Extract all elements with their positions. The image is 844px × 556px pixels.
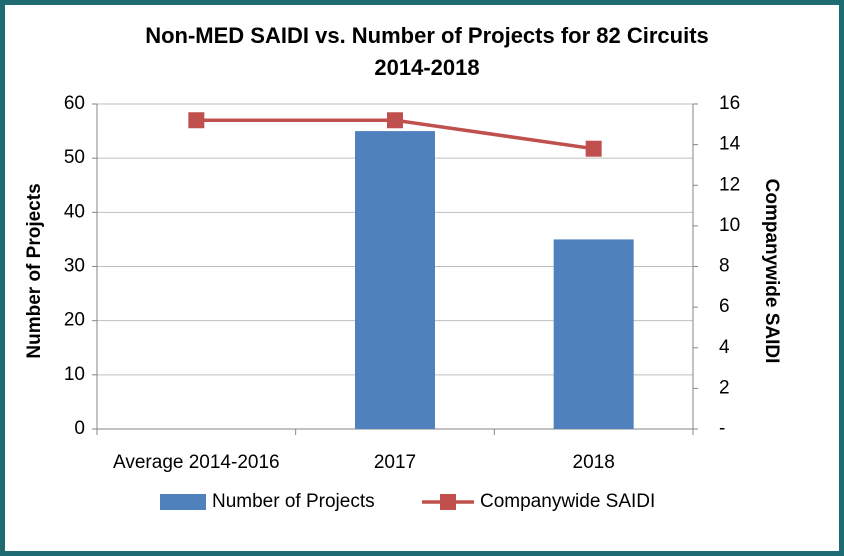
- y2-tick-label: 16: [719, 93, 740, 114]
- y2-axis-title: Companywide SAIDI: [761, 179, 782, 364]
- bar: [355, 131, 435, 429]
- legend-label: Number of Projects: [212, 491, 375, 512]
- legend-swatch: [160, 494, 206, 510]
- y-axis-title: Number of Projects: [24, 183, 45, 358]
- y2-tick-label: 14: [719, 134, 741, 155]
- x-tick-label: 2017: [374, 452, 416, 473]
- chart-subtitle: 2014-2018: [374, 55, 479, 80]
- y2-tick-label: 10: [719, 215, 740, 236]
- y-tick-label: 30: [64, 256, 85, 277]
- y2-tick-label: 6: [719, 296, 730, 317]
- y-tick-label: 40: [64, 201, 85, 222]
- bar: [553, 239, 634, 429]
- chart: Non-MED SAIDI vs. Number of Projects for…: [24, 23, 782, 512]
- line-marker: [387, 112, 403, 129]
- y2-tick-label: 12: [719, 174, 740, 195]
- y2-tick-label: -: [719, 418, 725, 439]
- x-tick-label: Average 2014-2016: [113, 452, 280, 473]
- y2-tick-label: 4: [719, 337, 730, 358]
- legend-marker: [440, 494, 456, 510]
- chart-title: Non-MED SAIDI vs. Number of Projects for…: [145, 23, 709, 48]
- y2-tick-label: 2: [719, 377, 730, 398]
- y-tick-label: 20: [64, 310, 85, 331]
- y-tick-label: 0: [74, 418, 85, 439]
- y-tick-label: 10: [64, 364, 85, 385]
- y-tick-label: 50: [64, 147, 85, 168]
- x-tick-label: 2018: [573, 452, 615, 473]
- legend-label: Companywide SAIDI: [480, 491, 655, 512]
- line-marker: [188, 112, 205, 129]
- y2-tick-label: 8: [719, 256, 730, 277]
- line-marker: [585, 140, 602, 157]
- y-tick-label: 60: [64, 93, 85, 114]
